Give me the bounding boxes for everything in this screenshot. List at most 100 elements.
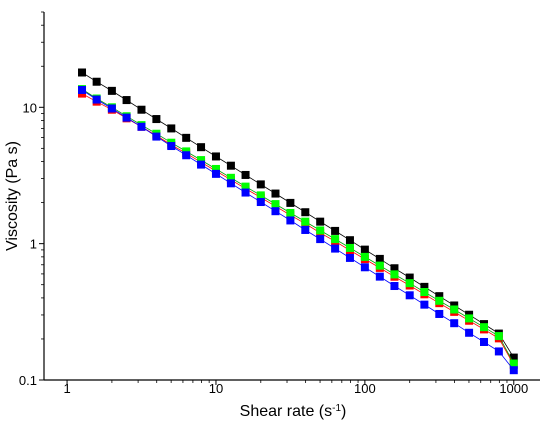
data-point bbox=[405, 273, 414, 282]
data-point bbox=[480, 323, 489, 332]
data-point bbox=[256, 198, 265, 207]
data-point bbox=[92, 95, 101, 104]
data-point bbox=[197, 156, 206, 165]
series-line bbox=[81, 89, 515, 371]
data-point bbox=[360, 263, 369, 272]
series-3 bbox=[78, 85, 518, 375]
data-point bbox=[420, 282, 429, 291]
y-tick-label: 0.1 bbox=[19, 373, 37, 388]
data-point bbox=[107, 86, 116, 95]
data-point bbox=[286, 198, 295, 207]
axes bbox=[43, 12, 540, 381]
data-point bbox=[271, 207, 280, 216]
data-point bbox=[331, 244, 340, 253]
data-point bbox=[345, 236, 354, 245]
data-point bbox=[465, 328, 474, 337]
data-point bbox=[375, 272, 384, 281]
data-point bbox=[241, 182, 250, 191]
data-point bbox=[197, 160, 206, 169]
data-point bbox=[167, 142, 176, 151]
data-point bbox=[390, 264, 399, 273]
data-point bbox=[509, 359, 518, 368]
data-point bbox=[211, 164, 220, 173]
data-point bbox=[509, 366, 518, 375]
x-tick-label: 100 bbox=[354, 381, 376, 396]
data-point bbox=[480, 337, 489, 346]
data-point bbox=[226, 173, 235, 182]
x-tick-label: 10 bbox=[209, 381, 223, 396]
data-point bbox=[345, 243, 354, 252]
data-point bbox=[182, 133, 191, 142]
data-point bbox=[122, 113, 131, 122]
data-point bbox=[167, 124, 176, 133]
data-point bbox=[226, 161, 235, 170]
x-axis-title: Shear rate (s-1) bbox=[240, 403, 347, 421]
data-point bbox=[271, 189, 280, 198]
ticks: 1 10 100 1000 0.1 1 10 bbox=[19, 11, 528, 396]
y-tick-label: 1 bbox=[30, 237, 37, 252]
data-point bbox=[92, 77, 101, 86]
y-axis-title: Viscosity (Pa s) bbox=[4, 141, 21, 251]
data-point bbox=[420, 287, 429, 296]
data-point bbox=[375, 254, 384, 263]
data-point bbox=[509, 353, 518, 362]
data-point bbox=[390, 270, 399, 279]
x-axis-title-end: ) bbox=[341, 403, 346, 420]
data-point bbox=[78, 68, 87, 77]
data-point bbox=[211, 169, 220, 178]
data-point bbox=[152, 115, 161, 124]
data-point bbox=[316, 235, 325, 244]
data-point bbox=[420, 300, 429, 309]
data-point bbox=[122, 96, 131, 105]
data-point bbox=[435, 296, 444, 305]
y-tick-label: 10 bbox=[23, 100, 37, 115]
data-point bbox=[197, 143, 206, 152]
data-point bbox=[301, 225, 310, 234]
data-point bbox=[435, 309, 444, 318]
data-point bbox=[316, 217, 325, 226]
data-point bbox=[465, 314, 474, 323]
data-point bbox=[256, 180, 265, 189]
data-point bbox=[331, 226, 340, 235]
data-point bbox=[211, 152, 220, 161]
data-point bbox=[331, 235, 340, 244]
x-tick-label: 1000 bbox=[499, 381, 528, 396]
data-point bbox=[390, 282, 399, 291]
data-point bbox=[182, 151, 191, 160]
data-point bbox=[301, 217, 310, 226]
x-axis-title-sup: -1 bbox=[332, 403, 341, 414]
data-point bbox=[450, 319, 459, 328]
data-point bbox=[405, 291, 414, 300]
data-point bbox=[78, 85, 87, 94]
data-point bbox=[405, 279, 414, 288]
x-tick-label: 1 bbox=[63, 381, 70, 396]
series-line bbox=[81, 93, 515, 366]
data-point bbox=[375, 261, 384, 270]
x-axis-title-main: Shear rate (s bbox=[240, 403, 332, 420]
series-0 bbox=[78, 68, 518, 362]
data-point bbox=[360, 252, 369, 261]
data-point bbox=[450, 305, 459, 314]
data-point bbox=[360, 245, 369, 254]
data-point bbox=[137, 105, 146, 114]
data-point bbox=[241, 170, 250, 179]
data-point bbox=[226, 179, 235, 188]
data-point bbox=[435, 292, 444, 301]
series-layer bbox=[78, 68, 518, 375]
data-point bbox=[450, 301, 459, 310]
data-point bbox=[494, 332, 503, 341]
data-point bbox=[301, 208, 310, 217]
data-point bbox=[107, 104, 116, 113]
data-point bbox=[256, 191, 265, 200]
data-point bbox=[345, 253, 354, 262]
data-point bbox=[152, 132, 161, 141]
data-point bbox=[137, 122, 146, 131]
data-point bbox=[316, 226, 325, 235]
data-point bbox=[286, 216, 295, 225]
data-point bbox=[286, 208, 295, 217]
series-line bbox=[81, 72, 515, 358]
data-point bbox=[271, 200, 280, 209]
data-point bbox=[241, 188, 250, 197]
data-point bbox=[494, 347, 503, 356]
